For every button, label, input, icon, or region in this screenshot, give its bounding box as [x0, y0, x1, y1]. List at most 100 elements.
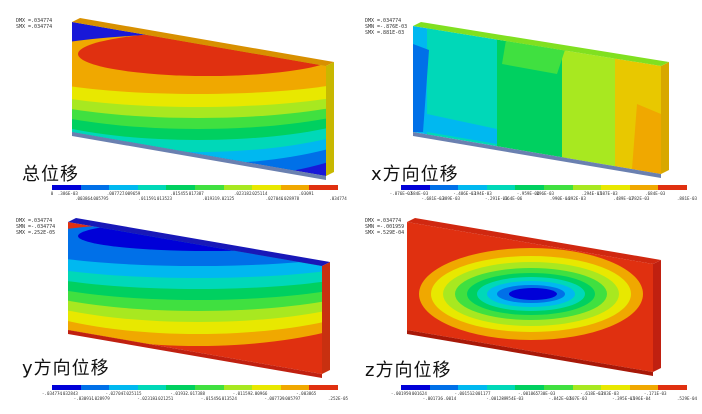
colorbar-tick-label: -.005797 [280, 396, 301, 401]
colorbar-tick-label: -.876E-03 [389, 191, 413, 196]
colorbar-tick-label: -.032843 [57, 391, 78, 396]
colorbar-tick-label: -.01932 [170, 391, 188, 396]
colorbar-swatch [543, 185, 573, 190]
contour-plot-z [407, 218, 661, 376]
colorbar-tick-label: .881E-03 [676, 196, 698, 201]
colorbar-tick-label: .164E-06 [502, 196, 523, 201]
colorbar-tick-label: -.681E-03 [421, 196, 445, 201]
colorbar-swatch [458, 185, 487, 190]
colorbar-tick-label: -.001289 [486, 396, 507, 401]
colorbar-tick-label: .007727 [106, 191, 125, 196]
colorbar-tick-label: -.001065 [518, 391, 539, 396]
colorbar-tick-label: .196E-03 [533, 191, 555, 196]
colorbar-tick-label: .019319 [202, 196, 220, 201]
colorbar-tick-label: .017387 [186, 191, 204, 196]
colorbar-tick-label: -.389E-03 [437, 196, 461, 201]
colorbar-swatch [458, 385, 487, 390]
colorbar-tick-label: .005795 [90, 196, 109, 201]
colorbar-tick-label: .009659 [122, 191, 141, 196]
colorbar-tick-label: -.001736 [422, 396, 443, 401]
colorbar-tick-label: .028978 [281, 196, 300, 201]
colorbar-tick-label: .529E-04 [676, 396, 698, 401]
colorbar-tick-label: 0 [50, 191, 54, 196]
colorbar-tick-label: -.283E-03 [596, 391, 619, 396]
colorbar-tick-label: -.001624 [406, 391, 427, 396]
colorbar-swatch [401, 185, 430, 190]
caption-y: y方向位移 [22, 358, 110, 379]
colorbar-tick-label: .587E-03 [597, 191, 618, 196]
colorbar-swatch [515, 385, 544, 390]
colorbar-tick-label: .023182 [233, 191, 252, 196]
colorbar-swatch [223, 185, 253, 190]
colorbar-tick-label: -.001959 [390, 391, 412, 396]
colorbar-tick-label: .027046 [265, 196, 284, 201]
colorbar-swatch [194, 185, 224, 190]
colorbar-swatch [515, 185, 544, 190]
plot-header: DMX =.034774 SMN =-.876E-03 SMX =.881E-03 [365, 18, 408, 36]
colorbar-swatch [429, 385, 459, 390]
contour-plot-y [68, 218, 330, 378]
colorbar-tick-label: -.028979 [89, 396, 110, 401]
colorbar-tick-label: -.486E-03 [453, 191, 476, 196]
colorbar-tick-label: .386E-03 [57, 191, 78, 196]
colorbar-swatch [109, 185, 138, 190]
colorbar-tick-label: .489E-03 [613, 196, 634, 201]
colorbar-tick-label: -.842E-03 [548, 396, 572, 401]
panel-x-displacement: DMX =.034774 SMN =-.876E-03 SMX =.881E-03 … [357, 4, 697, 203]
colorbar-swatch [280, 385, 310, 390]
colorbar [52, 385, 338, 390]
colorbar [52, 185, 338, 190]
colorbar-swatch [658, 185, 687, 190]
colorbar-swatch [601, 185, 630, 190]
colorbar-tick-label: -.507E-03 [564, 396, 588, 401]
colorbar-ticks: -.001959 -.001736 -.001512 -.001289 -.001065… [391, 391, 697, 403]
colorbar-tick-label: -.025115 [121, 391, 142, 396]
caption-total: 总位移 [22, 164, 79, 185]
colorbar-tick-label: -.584E-03 [405, 191, 429, 196]
colorbar-tick-label: -.171E-03 [643, 391, 667, 396]
colorbar [401, 185, 687, 190]
colorbar-tick-label: -.00966 [249, 391, 268, 396]
colorbar-ticks: -.876E-03 -.681E-03 -.486E-03 -.291E-03 -.95… [390, 191, 697, 203]
colorbar-tick-label: .034774 [329, 196, 347, 201]
colorbar-swatch [486, 385, 516, 390]
colorbar-tick-label: -.013524 [216, 396, 237, 401]
colorbar-swatch [194, 385, 224, 390]
colorbar-tick-label: .03091 [298, 191, 314, 196]
colorbar-tick-label: -.030911 [73, 396, 94, 401]
panel-y-displacement: DMX =.034774 SMN =-.034774 SMX =.252E-05 y… [8, 204, 348, 402]
colorbar-tick-label: -.023183 [137, 396, 158, 401]
colorbar-swatch [80, 185, 110, 190]
colorbar-swatch [629, 185, 659, 190]
colorbar-swatch [572, 385, 602, 390]
colorbar-swatch [223, 385, 253, 390]
colorbar-swatch [137, 185, 167, 190]
plot-header: DMX =.034774 SMX =.034774 [16, 18, 53, 30]
colorbar-tick-label: -.017388 [184, 391, 206, 396]
caption-z: z方向位移 [365, 360, 452, 381]
colorbar-swatch [252, 385, 281, 390]
colorbar-tick-label: -.959E-04 [516, 191, 540, 196]
colorbar-swatch [309, 385, 338, 390]
colorbar-tick-label: -.021251 [153, 396, 174, 401]
colorbar-tick-label: -.395E-03 [612, 396, 635, 401]
colorbar-tick-label: -.034774 [41, 391, 63, 396]
colorbar-swatch [429, 185, 459, 190]
colorbar-tick-label: -.027047 [105, 391, 126, 396]
colorbar-tick-label: -.015456 [200, 396, 221, 401]
colorbar-tick-label: .684E-03 [645, 191, 666, 196]
colorbar-swatch [166, 385, 195, 390]
colorbar-swatch [137, 385, 167, 390]
colorbar-swatch [658, 385, 687, 390]
colorbar-tick-label: -.011592 [232, 391, 253, 396]
colorbar-swatch [309, 185, 338, 190]
colorbar [401, 385, 687, 390]
panel-z-displacement: DMX =.034774 SMN =-.001959 SMX =.529E-04 z… [357, 204, 697, 403]
colorbar-tick-label: -.001512 [454, 391, 475, 396]
colorbar-tick-label: -.730E-03 [532, 391, 556, 396]
colorbar-tick-label: .011591 [138, 196, 157, 201]
colorbar-swatch [52, 185, 81, 190]
caption-x: x方向位移 [371, 164, 459, 185]
colorbar-tick-label: -.001177 [470, 391, 491, 396]
colorbar-tick-label: -.194E-03 [469, 191, 492, 196]
